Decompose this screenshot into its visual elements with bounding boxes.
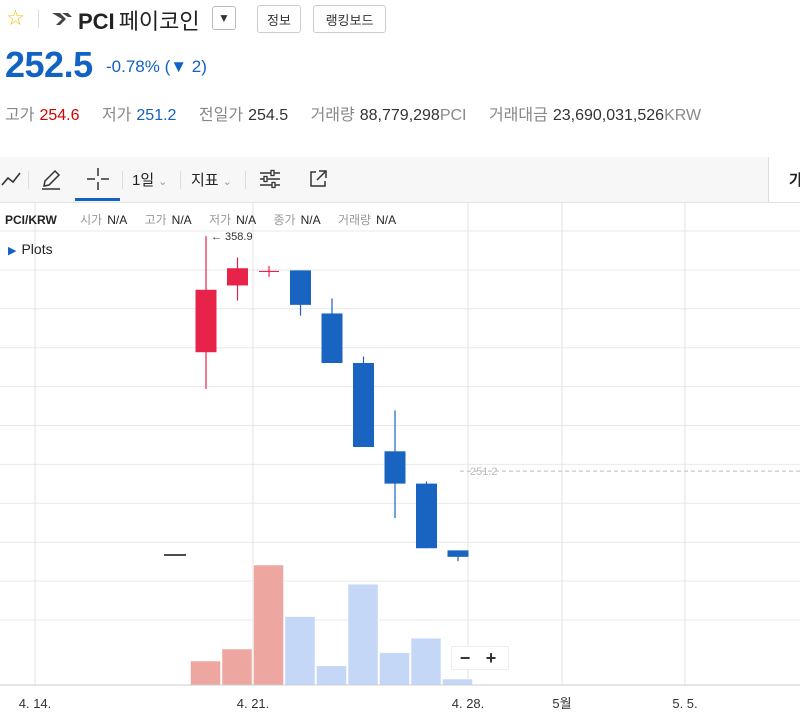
coin-header: ☆ PCI 페이코인 ▼ 정보 랭킹보드 252.5 -0.78% (▼ 2) 고…: [0, 0, 800, 150]
high-annotation-label: ← 358.9: [211, 231, 253, 243]
coin-select-dropdown[interactable]: ▼: [212, 6, 236, 30]
volume-bar: [379, 652, 410, 686]
prev-close-value: 254.5: [248, 107, 289, 124]
candle-body: [227, 268, 248, 286]
low-value: 251.2: [136, 107, 177, 124]
x-tick-label: 5월: [552, 696, 571, 711]
legend-pair: PCI/KRW: [5, 213, 57, 227]
interval-selector[interactable]: 1일 ⌄: [132, 169, 167, 190]
pencil-icon[interactable]: [38, 165, 64, 193]
amount-label: 거래대금: [488, 107, 548, 124]
volume-bar: [253, 564, 284, 686]
amount-unit: KRW: [664, 107, 702, 124]
legend-high-label: 고가: [144, 213, 167, 227]
legend-low-value: N/A: [236, 213, 257, 227]
current-price: 252.5: [5, 44, 93, 85]
triangle-right-icon: ▶: [8, 245, 17, 257]
header-divider: [38, 10, 39, 28]
toolbar-divider: [180, 171, 181, 189]
chart-toolbar: 1일 ⌄ 지표 ⌄: [0, 157, 800, 203]
volume-bar: [316, 665, 347, 686]
toolbar-divider: [245, 171, 246, 189]
chevron-down-icon: ⌄: [222, 176, 232, 188]
volume-value: 88,779,298: [359, 107, 440, 124]
candle-body: [195, 289, 217, 353]
x-tick-label: 4. 21.: [237, 696, 270, 711]
legend-low-label: 저가: [209, 213, 232, 227]
crosshair-icon[interactable]: [84, 165, 112, 193]
high-label: 고가: [5, 107, 35, 124]
candlestick-chart-svg[interactable]: ← 358.9 251.2 4. 14. 4. 21. 4. 28. 5월 5. 5.: [0, 203, 800, 723]
coin-logo-icon: [52, 13, 72, 25]
legend-volume-label: 거래량: [337, 213, 372, 227]
x-tick-label: 5. 5.: [672, 696, 697, 711]
interval-label: 1일: [132, 172, 155, 189]
high-value: 254.6: [39, 107, 80, 124]
x-tick-label: 4. 28.: [452, 696, 485, 711]
volume-bar: [442, 678, 473, 686]
ranking-board-tab-button[interactable]: 랭킹보드: [313, 5, 386, 33]
legend-high-value: N/A: [171, 213, 192, 227]
toolbar-divider: [122, 171, 123, 189]
zoom-in-button[interactable]: +: [485, 648, 497, 668]
plots-label: Plots: [21, 241, 53, 257]
legend-close-label: 종가: [273, 213, 296, 227]
legend-open-value: N/A: [107, 213, 128, 227]
last-price-tag: 251.2: [470, 466, 498, 478]
prev-close-label: 전일가: [198, 107, 244, 124]
legend-open-label: 시가: [80, 213, 103, 227]
volume-unit: PCI: [439, 107, 467, 124]
candle-body: [290, 270, 311, 305]
info-tab-button[interactable]: 정보: [257, 5, 301, 33]
legend-close-value: N/A: [300, 213, 321, 227]
volume-bar: [347, 583, 379, 686]
candle-body: [447, 550, 469, 557]
settings-sliders-icon[interactable]: [256, 165, 284, 193]
toolbar-divider: [28, 171, 29, 189]
amount-value: 23,690,031,526: [552, 107, 665, 124]
legend-volume-value: N/A: [376, 213, 397, 227]
volume-bar: [190, 660, 221, 686]
candle-body: [353, 363, 374, 447]
price-stats: 고가 254.6 저가 251.2 전일가 254.5 거래량 88,779,298PC…: [5, 101, 701, 125]
ohlc-legend: PCI/KRW 시가 N/A 고가 N/A 저가 N/A 종가 N/A 거래량 N/A: [5, 211, 410, 228]
candle-body: [321, 313, 343, 363]
price-chart[interactable]: ← 358.9 251.2 4. 14. 4. 21. 4. 28. 5월 5. 5. PC…: [0, 203, 800, 723]
zoom-out-button[interactable]: −: [459, 648, 471, 668]
price-change: -0.78% (▼ 2): [106, 57, 207, 76]
volume-bar: [284, 616, 316, 686]
volume-bar: [410, 637, 442, 686]
triangle-down-icon: ▼: [218, 11, 230, 25]
coin-title: PCI 페이코인: [78, 4, 200, 36]
x-tick-label: 4. 14.: [19, 696, 52, 711]
candle-body: [384, 451, 406, 484]
plots-toggle[interactable]: ▶ Plots: [8, 241, 53, 257]
coin-name-kr: 페이코인: [118, 9, 200, 34]
line-tool-icon[interactable]: [0, 165, 22, 193]
zoom-controls: − +: [451, 646, 509, 670]
external-link-icon[interactable]: [304, 165, 332, 193]
favorite-star-icon[interactable]: ☆: [6, 7, 25, 30]
chevron-down-icon: ⌄: [158, 176, 168, 188]
low-label: 저가: [101, 107, 132, 124]
indicator-selector[interactable]: 지표 ⌄: [191, 169, 232, 190]
volume-label: 거래량: [310, 107, 355, 124]
candle-body: [416, 483, 437, 549]
toolbar-right-tab[interactable]: 가: [768, 157, 800, 202]
indicator-label: 지표: [191, 172, 219, 189]
active-tool-indicator: [75, 198, 120, 201]
coin-symbol: PCI: [78, 9, 115, 34]
volume-bar: [221, 648, 253, 686]
